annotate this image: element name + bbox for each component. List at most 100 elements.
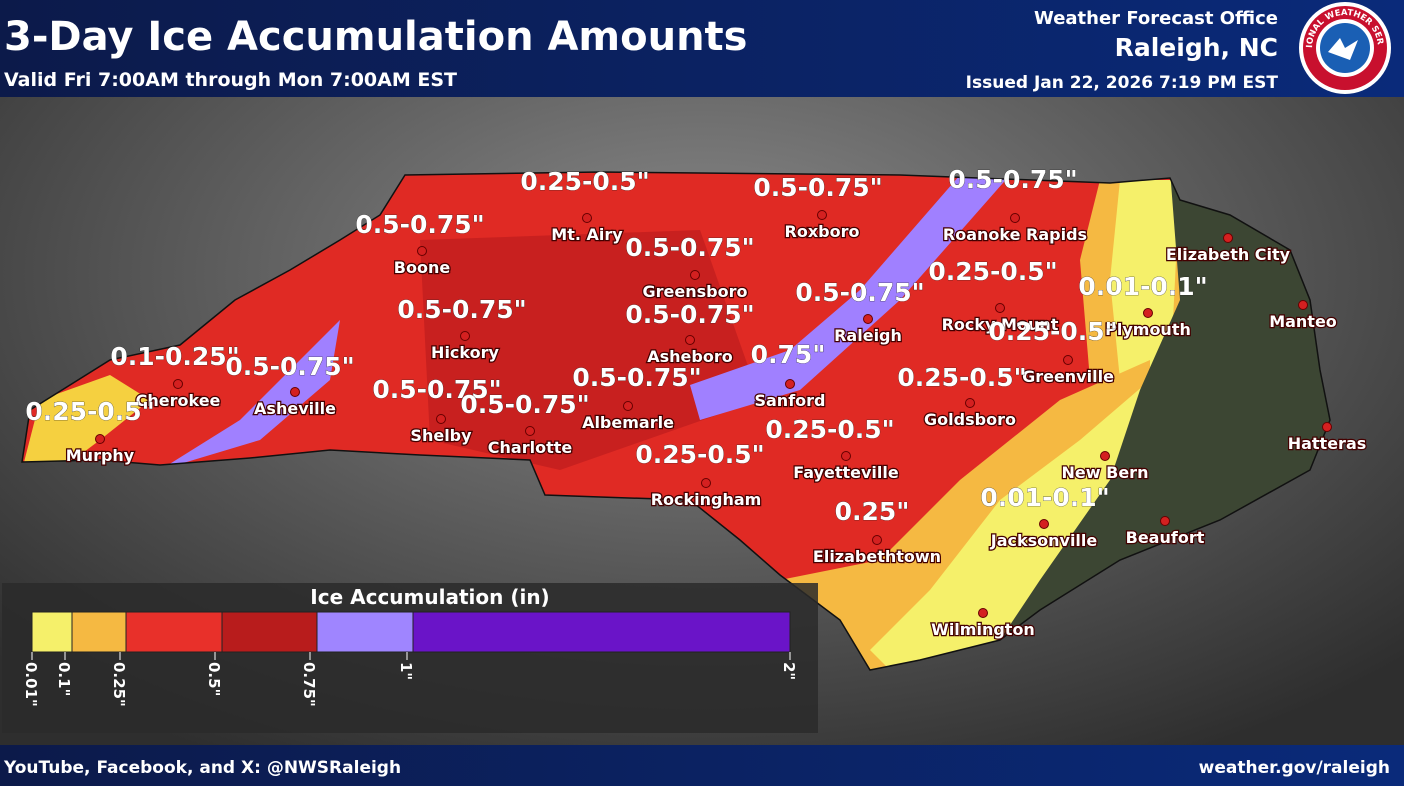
city-label: New Bern: [1062, 463, 1149, 482]
city-dot: [290, 387, 300, 397]
legend-swatch: [221, 611, 318, 653]
subtitle: Valid Fri 7:00AM through Mon 7:00AM EST: [4, 69, 457, 91]
amount-labels: 0.25-0.5" 0.5-0.75" 0.5-0.75"0.5-0.75"0.5-…: [25, 165, 1208, 527]
city-label: Greensboro: [643, 282, 748, 301]
legend-swatch: [125, 611, 223, 653]
city-dot: [1100, 451, 1110, 461]
issued: Issued Jan 22, 2026 7:19 PM EST: [966, 73, 1279, 93]
amount-label: 0.25-0.5": [520, 167, 649, 196]
city-dot: [872, 535, 882, 545]
amount-label: 0.75": [751, 340, 826, 369]
city-label: Sanford: [754, 391, 825, 410]
city-dot: [1322, 422, 1332, 432]
amount-label: 0.5-0.75": [355, 210, 484, 239]
amount-label: 0.5-0.75": [948, 165, 1077, 194]
legend-tick-label: 0.25": [110, 662, 128, 707]
amount-label: 0.25-0.5": [25, 397, 154, 426]
city-labels: Boone Mt. Airy Roxboro Roanoke Rapids Elizab…: [65, 210, 1368, 640]
city-dot: [1223, 233, 1233, 243]
city-label: Rocky Mount: [942, 315, 1059, 334]
city-label: Hickory: [431, 343, 499, 362]
city-label: Asheboro: [647, 347, 732, 366]
city-label: Plymouth: [1105, 320, 1191, 339]
city-dot: [1160, 516, 1170, 526]
amount-label: 0.5-0.75": [372, 375, 501, 404]
city-label: Beaufort: [1126, 528, 1205, 547]
amount-label: 0.5-0.75": [625, 300, 754, 329]
city-label: Rockingham: [651, 490, 762, 509]
amount-label: 0.25": [835, 497, 910, 526]
city-dot: [1010, 213, 1020, 223]
city-label: Elizabethtown: [813, 547, 941, 566]
city-label: Boone: [394, 258, 451, 277]
amount-label: 0.25-0.5": [765, 415, 894, 444]
city-label: Jacksonville: [990, 531, 1098, 550]
city-dot: [623, 401, 633, 411]
amount-label: 0.25-0.5": [928, 257, 1057, 286]
city-dot: [525, 426, 535, 436]
city-label: Elizabeth City: [1166, 245, 1291, 264]
city-dot: [817, 210, 827, 220]
legend-tick-label: 1": [397, 662, 415, 680]
legend-tick-label: 2": [780, 662, 798, 680]
city-label: Murphy: [66, 446, 135, 465]
office: Weather Forecast Office: [1034, 8, 1278, 29]
city-label: Raleigh: [834, 326, 902, 345]
location: Raleigh, NC: [1115, 33, 1278, 62]
header-bar: [0, 0, 1404, 97]
legend-tick-label: 0.1": [55, 662, 73, 696]
city-label: Greenville: [1022, 367, 1114, 386]
footer-website: weather.gov/raleigh: [1199, 758, 1390, 778]
city-label: Albemarle: [582, 413, 674, 432]
legend-tick-label: 0.01": [22, 662, 40, 707]
amount-label: 0.25-0.5": [897, 363, 1026, 392]
amount-label: 0.5-0.75": [397, 295, 526, 324]
city-dot: [785, 379, 795, 389]
city-label: Fayetteville: [793, 463, 899, 482]
footer-bar: [0, 745, 1404, 786]
city-dot: [995, 303, 1005, 313]
amount-label: 0.5-0.75": [460, 390, 589, 419]
city-label: Hatteras: [1288, 434, 1367, 453]
city-dot: [582, 213, 592, 223]
city-label: Charlotte: [488, 438, 573, 457]
title: 3-Day Ice Accumulation Amounts: [4, 14, 747, 60]
legend-tick-label: 0.75": [300, 662, 318, 707]
city-dot: [965, 398, 975, 408]
legend-tick-label: 0.5": [205, 662, 223, 696]
amount-label: 0.01-0.1": [980, 483, 1109, 512]
city-label: Asheville: [254, 399, 336, 418]
amount-label: 0.01-0.1": [1078, 272, 1207, 301]
city-dot: [841, 451, 851, 461]
amount-label: 0.25-0.5": [988, 317, 1117, 346]
city-label: Cherokee: [136, 391, 221, 410]
footer-social: YouTube, Facebook, and X: @NWSRaleigh: [3, 758, 401, 778]
city-dot: [417, 246, 427, 256]
legend: 0.01" 0.1" 0.25" 0.5" 0.75" 1" 2": [22, 611, 798, 707]
city-dot: [460, 331, 470, 341]
city-dot: [863, 314, 873, 324]
legend-swatch: [31, 611, 73, 653]
amount-label: 0.5-0.75": [625, 233, 754, 262]
amount-label: 0.5-0.75": [225, 352, 354, 381]
amount-label: 0.5-0.75": [753, 173, 882, 202]
amount-label: 0.25-0.5": [635, 440, 764, 469]
city-label: Roanoke Rapids: [943, 225, 1087, 244]
city-dot: [1063, 355, 1073, 365]
city-dot: [1143, 308, 1153, 318]
city-dot: [690, 270, 700, 280]
city-label: Wilmington: [931, 620, 1035, 639]
city-dot: [1298, 300, 1308, 310]
legend-swatch: [71, 611, 127, 653]
city-dot: [701, 478, 711, 488]
city-dot: [978, 608, 988, 618]
legend-swatch: [412, 611, 791, 653]
city-dot: [95, 434, 105, 444]
amount-label: 0.5-0.75": [572, 363, 701, 392]
legend-swatch: [316, 611, 414, 653]
city-dot: [1039, 519, 1049, 529]
amount-label: 0.5-0.75": [795, 278, 924, 307]
city-dot: [436, 414, 446, 424]
legend-title: Ice Accumulation (in): [310, 585, 549, 609]
